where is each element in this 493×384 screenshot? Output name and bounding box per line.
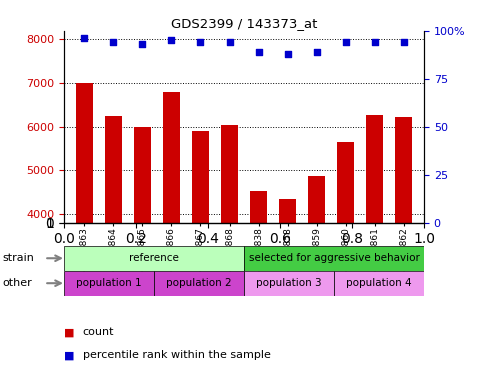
- Bar: [105, 116, 122, 223]
- Title: GDS2399 / 143373_at: GDS2399 / 143373_at: [171, 17, 317, 30]
- Text: reference: reference: [129, 253, 179, 263]
- Text: percentile rank within the sample: percentile rank within the sample: [83, 350, 271, 360]
- Bar: [279, 199, 296, 223]
- Bar: [154, 271, 244, 296]
- Point: [197, 39, 205, 45]
- Point: [109, 39, 117, 45]
- Text: other: other: [2, 278, 32, 288]
- Bar: [64, 271, 154, 296]
- Bar: [250, 191, 267, 223]
- Text: count: count: [83, 327, 114, 337]
- Point: [313, 49, 320, 55]
- Bar: [244, 246, 424, 271]
- Bar: [76, 83, 93, 223]
- Point: [168, 37, 176, 43]
- Point: [283, 51, 291, 57]
- Bar: [366, 114, 384, 223]
- Text: ■: ■: [64, 350, 74, 360]
- Point: [371, 39, 379, 45]
- Text: ■: ■: [64, 327, 74, 337]
- Bar: [134, 127, 151, 223]
- Bar: [337, 142, 354, 223]
- Text: population 3: population 3: [256, 278, 322, 288]
- Bar: [395, 117, 412, 223]
- Text: population 2: population 2: [166, 278, 232, 288]
- Bar: [308, 176, 325, 223]
- Bar: [64, 246, 244, 271]
- Text: selected for aggressive behavior: selected for aggressive behavior: [248, 253, 420, 263]
- Point: [80, 35, 88, 41]
- Point: [342, 39, 350, 45]
- Bar: [221, 124, 238, 223]
- Point: [139, 41, 146, 47]
- Text: strain: strain: [2, 253, 35, 263]
- Text: population 1: population 1: [76, 278, 142, 288]
- Point: [400, 39, 408, 45]
- Point: [254, 49, 262, 55]
- Bar: [163, 92, 180, 223]
- Point: [226, 39, 234, 45]
- Bar: [334, 271, 424, 296]
- Bar: [244, 271, 334, 296]
- Text: population 4: population 4: [346, 278, 412, 288]
- Bar: [192, 131, 209, 223]
